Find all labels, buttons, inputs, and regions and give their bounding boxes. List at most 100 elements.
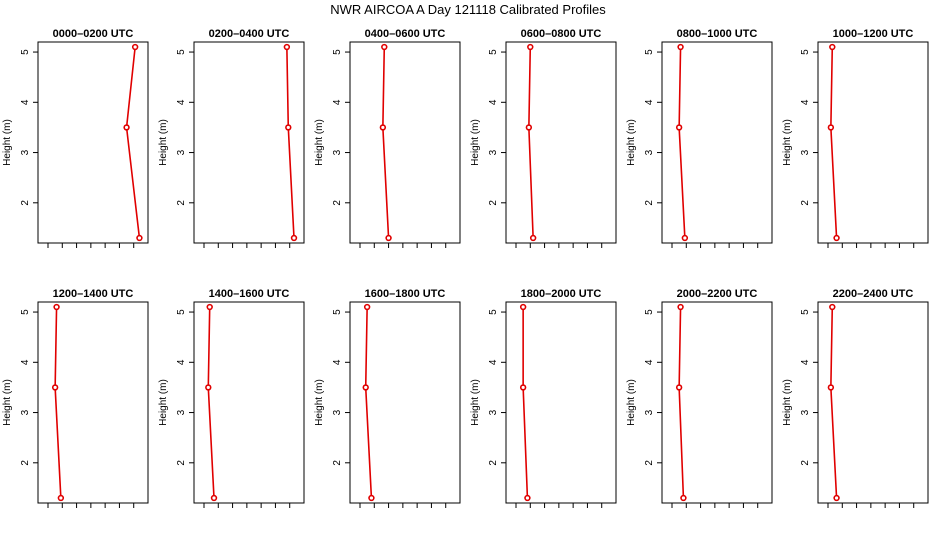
- y-tick-label: 5: [176, 309, 187, 315]
- y-tick-label: 2: [20, 200, 31, 206]
- data-point: [675, 124, 683, 131]
- y-axis-label: Height (m): [626, 379, 637, 426]
- profile-chart: 1400–1600 UTC395397399CO2 (ppm)2345Heigh…: [158, 288, 305, 508]
- y-axis-label: Height (m): [782, 119, 793, 166]
- profile-panel: 1600–1800 UTC395397399CO2 (ppm)2345Heigh…: [312, 260, 468, 520]
- y-tick-label: 5: [800, 49, 811, 55]
- panel-title: 0400–0600 UTC: [365, 28, 446, 40]
- panel-title: 0000–0200 UTC: [53, 28, 134, 40]
- y-tick-label: 4: [332, 99, 343, 105]
- y-tick-label: 3: [488, 149, 499, 155]
- y-tick-label: 3: [488, 409, 499, 415]
- profile-line: [830, 307, 838, 499]
- y-tick-label: 3: [800, 149, 811, 155]
- data-point: [827, 384, 835, 391]
- plot-frame: [37, 301, 149, 504]
- data-point: [57, 494, 65, 502]
- y-tick-label: 5: [332, 309, 343, 315]
- y-axis-label: Height (m): [314, 119, 325, 166]
- data-point: [363, 303, 371, 311]
- y-tick-label: 3: [332, 409, 343, 415]
- data-point: [677, 43, 684, 51]
- profile-panel: 1400–1600 UTC395397399CO2 (ppm)2345Heigh…: [156, 260, 312, 520]
- data-point: [53, 303, 60, 311]
- profile-panel: 0800–1000 UTC395397399CO2 (ppm)2345Heigh…: [624, 0, 780, 260]
- y-tick-label: 2: [800, 200, 811, 206]
- y-axis-label: Height (m): [314, 379, 325, 426]
- y-axis-label: Height (m): [158, 119, 169, 166]
- main-title: NWR AIRCOA A Day 121118 Calibrated Profi…: [330, 2, 606, 17]
- y-tick-label: 2: [332, 460, 343, 466]
- profile-chart: 0200–0400 UTC395397399CO2 (ppm)2345Heigh…: [158, 28, 305, 248]
- y-tick-label: 2: [332, 200, 343, 206]
- data-point: [524, 494, 531, 502]
- data-point: [829, 43, 836, 51]
- plot-frame: [505, 301, 617, 504]
- y-axis-label: Height (m): [470, 119, 481, 166]
- data-point: [210, 494, 218, 502]
- plot-frame: [349, 301, 461, 504]
- data-point: [529, 234, 537, 242]
- data-point: [681, 234, 689, 242]
- profile-line: [207, 307, 215, 499]
- profile-chart: 1800–2000 UTC395397399CO2 (ppm)2345Heigh…: [470, 288, 617, 508]
- data-point: [519, 384, 527, 391]
- plot-frame: [349, 41, 461, 244]
- data-point: [123, 124, 130, 131]
- y-tick-label: 5: [644, 309, 655, 315]
- y-tick-label: 4: [644, 99, 655, 105]
- panel-title: 1000–1200 UTC: [833, 28, 914, 40]
- plot-frame: [37, 41, 149, 244]
- profile-line: [528, 47, 534, 239]
- y-tick-label: 4: [488, 99, 499, 105]
- y-tick-label: 2: [644, 200, 655, 206]
- profile-line: [830, 47, 838, 239]
- y-tick-label: 5: [176, 49, 187, 55]
- data-point: [833, 494, 840, 502]
- panel-title: 1400–1600 UTC: [209, 288, 290, 300]
- data-point: [379, 124, 387, 131]
- data-point: [519, 303, 527, 311]
- data-point: [362, 384, 369, 391]
- y-tick-label: 4: [176, 99, 187, 105]
- data-point: [385, 234, 392, 242]
- y-tick-label: 3: [644, 409, 655, 415]
- profile-panel: 2200–2400 UTC395397399CO2 (ppm)2345Heigh…: [780, 260, 936, 520]
- y-tick-label: 3: [20, 149, 31, 155]
- profile-line: [54, 307, 62, 499]
- y-tick-label: 2: [800, 460, 811, 466]
- data-point: [51, 384, 59, 391]
- plot-frame: [817, 41, 929, 244]
- y-tick-label: 3: [176, 149, 187, 155]
- y-tick-label: 2: [488, 200, 499, 206]
- y-tick-label: 3: [800, 409, 811, 415]
- data-point: [829, 303, 836, 311]
- data-point: [131, 43, 139, 51]
- data-point: [205, 384, 212, 391]
- data-point: [827, 124, 835, 131]
- profile-chart: 1600–1800 UTC395397399CO2 (ppm)2345Heigh…: [314, 288, 461, 508]
- y-tick-label: 4: [644, 359, 655, 365]
- profile-chart: 2000–2200 UTC395397399CO2 (ppm)2345Heigh…: [626, 288, 773, 508]
- y-tick-label: 3: [644, 149, 655, 155]
- panel-title: 1200–1400 UTC: [53, 288, 134, 300]
- profile-line: [125, 46, 141, 239]
- profile-chart: 0000–0200 UTC395397399CO2 (ppm)2345Heigh…: [2, 28, 149, 248]
- profile-panel: 1200–1400 UTC395397399CO2 (ppm)2345Heigh…: [0, 260, 156, 520]
- plot-frame: [193, 301, 305, 504]
- data-point: [675, 384, 683, 391]
- panel-title: 1600–1800 UTC: [365, 288, 446, 300]
- profile-panel: 0400–0600 UTC395397399CO2 (ppm)2345Heigh…: [312, 0, 468, 260]
- plot-frame: [817, 301, 929, 504]
- y-tick-label: 4: [20, 359, 31, 365]
- y-axis-label: Height (m): [782, 379, 793, 426]
- profile-line: [286, 47, 295, 239]
- data-point: [206, 303, 213, 311]
- plot-frame: [505, 41, 617, 244]
- plot-frame: [661, 41, 773, 244]
- data-point: [525, 124, 533, 131]
- y-tick-label: 4: [332, 359, 343, 365]
- y-tick-label: 3: [20, 409, 31, 415]
- y-axis-label: Height (m): [2, 379, 13, 426]
